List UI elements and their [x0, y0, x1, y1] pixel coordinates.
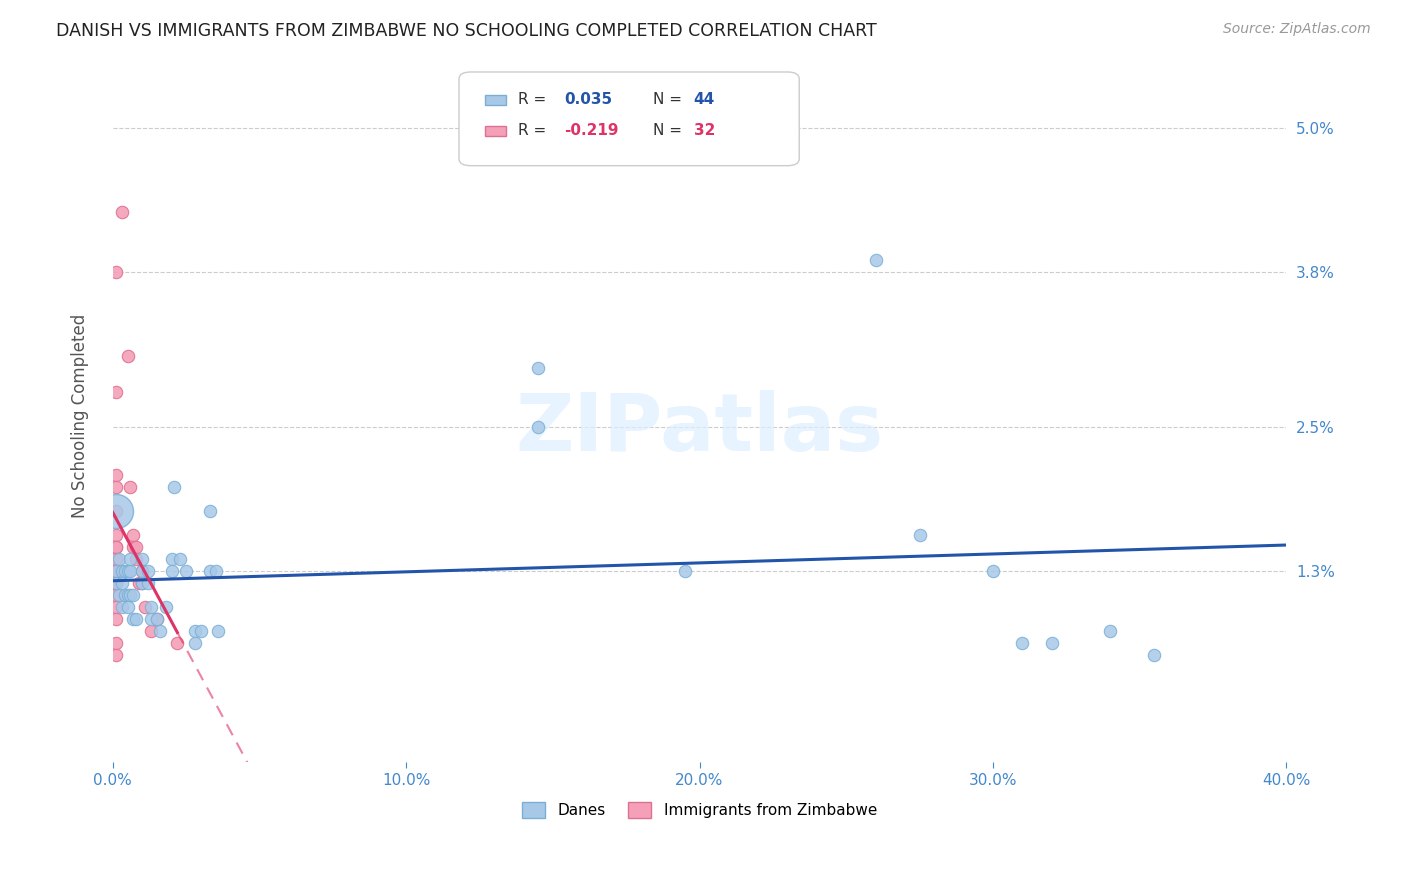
- Point: [114, 588, 136, 602]
- Point: [104, 564, 127, 578]
- Text: R =: R =: [517, 123, 551, 138]
- Point: [122, 612, 145, 626]
- Point: [128, 576, 150, 591]
- Point: [1143, 648, 1166, 662]
- Point: [155, 599, 177, 614]
- Point: [981, 564, 1004, 578]
- Point: [673, 564, 696, 578]
- Point: [865, 252, 887, 267]
- FancyBboxPatch shape: [485, 126, 506, 136]
- Point: [198, 564, 221, 578]
- Point: [125, 552, 148, 566]
- Point: [104, 552, 127, 566]
- Point: [160, 552, 183, 566]
- Point: [136, 576, 159, 591]
- Point: [184, 636, 207, 650]
- Point: [104, 528, 127, 542]
- Point: [527, 360, 550, 375]
- Point: [104, 599, 127, 614]
- Point: [104, 636, 127, 650]
- Point: [174, 564, 197, 578]
- Point: [139, 599, 162, 614]
- Y-axis label: No Schooling Completed: No Schooling Completed: [72, 313, 89, 517]
- Point: [1040, 636, 1063, 650]
- Point: [104, 576, 127, 591]
- Text: DANISH VS IMMIGRANTS FROM ZIMBABWE NO SCHOOLING COMPLETED CORRELATION CHART: DANISH VS IMMIGRANTS FROM ZIMBABWE NO SC…: [56, 22, 877, 40]
- Point: [104, 648, 127, 662]
- Point: [117, 349, 139, 363]
- Text: 32: 32: [693, 123, 716, 138]
- Point: [122, 540, 145, 554]
- Point: [120, 480, 142, 494]
- Point: [104, 504, 127, 518]
- Text: N =: N =: [652, 92, 686, 107]
- Point: [114, 564, 136, 578]
- Text: -0.219: -0.219: [565, 123, 619, 138]
- Point: [166, 636, 188, 650]
- Point: [139, 624, 162, 638]
- Point: [107, 552, 129, 566]
- Text: Source: ZipAtlas.com: Source: ZipAtlas.com: [1223, 22, 1371, 37]
- Point: [139, 612, 162, 626]
- Point: [117, 588, 139, 602]
- Point: [131, 552, 153, 566]
- Point: [111, 205, 134, 219]
- Point: [131, 564, 153, 578]
- Point: [117, 599, 139, 614]
- Point: [104, 504, 127, 518]
- Point: [160, 564, 183, 578]
- Point: [527, 420, 550, 434]
- Text: R =: R =: [517, 92, 551, 107]
- Point: [190, 624, 212, 638]
- Point: [104, 576, 127, 591]
- Point: [122, 528, 145, 542]
- Point: [104, 265, 127, 279]
- Point: [104, 564, 127, 578]
- Point: [149, 624, 172, 638]
- Text: ZIPatlas: ZIPatlas: [516, 391, 883, 468]
- Point: [1011, 636, 1033, 650]
- Point: [104, 612, 127, 626]
- Point: [204, 564, 226, 578]
- Point: [163, 480, 186, 494]
- Point: [146, 612, 169, 626]
- Point: [117, 564, 139, 578]
- Point: [122, 588, 145, 602]
- Point: [107, 588, 129, 602]
- Point: [104, 384, 127, 399]
- Point: [207, 624, 229, 638]
- Point: [125, 540, 148, 554]
- Point: [104, 540, 127, 554]
- FancyBboxPatch shape: [458, 72, 799, 166]
- Point: [104, 468, 127, 483]
- Point: [131, 564, 153, 578]
- Point: [908, 528, 931, 542]
- Point: [198, 504, 221, 518]
- Point: [111, 576, 134, 591]
- Point: [104, 540, 127, 554]
- Text: 0.035: 0.035: [565, 92, 613, 107]
- Point: [104, 588, 127, 602]
- Point: [131, 576, 153, 591]
- Point: [131, 576, 153, 591]
- FancyBboxPatch shape: [485, 95, 506, 104]
- Point: [125, 612, 148, 626]
- Point: [146, 612, 169, 626]
- Point: [1099, 624, 1122, 638]
- Point: [120, 564, 142, 578]
- Point: [136, 564, 159, 578]
- Point: [111, 564, 134, 578]
- Point: [120, 588, 142, 602]
- Point: [111, 599, 134, 614]
- Point: [169, 552, 191, 566]
- Text: 44: 44: [693, 92, 714, 107]
- Point: [104, 576, 127, 591]
- Point: [104, 480, 127, 494]
- Point: [120, 552, 142, 566]
- Point: [134, 599, 156, 614]
- Text: N =: N =: [652, 123, 686, 138]
- Legend: Danes, Immigrants from Zimbabwe: Danes, Immigrants from Zimbabwe: [516, 796, 883, 824]
- Point: [104, 564, 127, 578]
- Point: [184, 624, 207, 638]
